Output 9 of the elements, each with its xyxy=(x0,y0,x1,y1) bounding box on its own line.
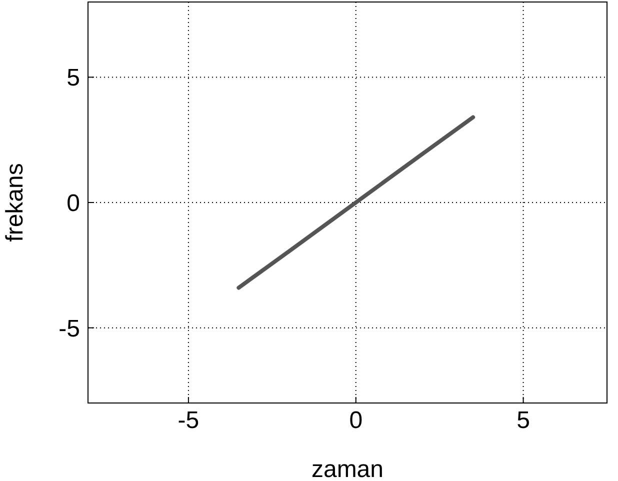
y-axis-title: frekans xyxy=(2,163,29,242)
y-tick-label: -5 xyxy=(58,315,80,342)
x-axis-title: zaman xyxy=(311,456,384,481)
y-tick-label: 0 xyxy=(66,190,80,218)
x-tick-label: 5 xyxy=(516,407,530,434)
x-tick-label: -5 xyxy=(178,407,200,434)
x-tick-label: 0 xyxy=(349,407,363,434)
line-series xyxy=(236,115,476,290)
y-tick-label: 5 xyxy=(66,64,80,92)
